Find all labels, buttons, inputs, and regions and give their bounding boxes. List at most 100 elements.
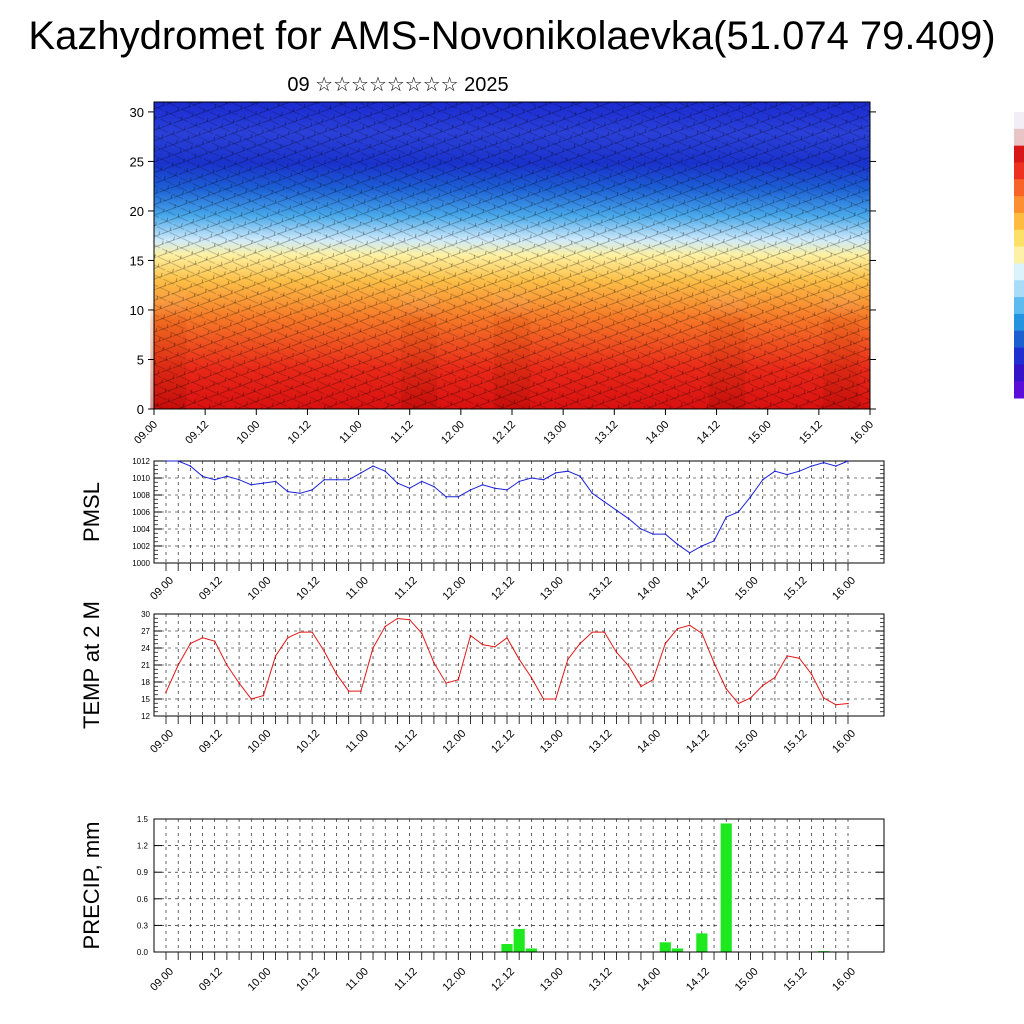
precip-x-tick-label: 09.00 [148,966,176,994]
precip-x-tick-label: 11.12 [392,966,419,993]
pmsl-point [262,482,265,484]
temp-point [323,650,326,653]
colorbar-swatch [1014,297,1024,315]
temp-y-tick-label: 12 [141,712,150,721]
temp-point [847,702,849,705]
colorbar-swatch [1014,145,1024,163]
temp-point [664,642,667,645]
pmsl-point [213,478,216,481]
pmsl-point [335,478,338,481]
precip-y-tick-label: 0.9 [137,868,149,877]
temp-point [542,698,545,700]
pmsl-point [591,492,594,495]
profile-x-tick-label: 13.00 [541,419,569,447]
pmsl-point [433,485,435,488]
temp-point [701,632,703,635]
precip-x-tick-label: 13.12 [587,966,615,994]
precip-x-tick-label: 10.12 [294,966,322,994]
pmsl-point [567,470,569,473]
precip-x-tick-label: 16.00 [830,966,858,994]
temp-point [567,658,569,661]
temp-point [408,618,411,621]
precip-bar [696,933,708,952]
temp-point [299,631,301,633]
pmsl-point [201,475,204,478]
pmsl-x-tick-label: 12.12 [489,575,517,603]
temp-x-tick-label: 09.12 [197,728,225,756]
pmsl-point [542,478,545,481]
pmsl-x-tick-label: 12.00 [440,575,468,603]
precip-bar [513,928,525,952]
pmsl-point [688,552,691,554]
temp-point [615,651,618,654]
pmsl-point [713,540,715,542]
pmsl-point [627,518,630,520]
pmsl-point [408,487,411,490]
temp-point [810,673,813,675]
pmsl-point [469,489,472,491]
temp-point [335,673,338,675]
temp-y-tick-label: 30 [141,610,150,619]
pmsl-x-tick-label: 10.12 [294,575,322,603]
pmsl-y-tick-label: 1004 [132,525,150,534]
temp-y-axis-label: TEMP at 2 M [79,601,104,729]
profile-y-tick-label: 5 [137,352,144,367]
temp-x-tick-label: 14.12 [684,728,712,756]
colorbar-swatch [1014,162,1024,180]
precip-bar [659,942,671,952]
pmsl-x-tick-label: 13.12 [587,575,615,603]
temp-x-tick-label: 12.12 [489,728,517,756]
pmsl-point [494,487,496,490]
pmsl-x-tick-label: 14.00 [635,575,663,603]
temp-y-tick-label: 21 [141,661,150,670]
temp-point [725,688,728,690]
pmsl-point [810,465,813,467]
temp-point [250,698,253,700]
temp-point [274,655,277,657]
pmsl-x-tick-label: 13.00 [538,575,566,603]
temp-y-tick-label: 18 [141,678,150,687]
temp-point [798,657,801,659]
temp-point [652,678,654,681]
temp-x-tick-label: 13.12 [587,728,615,756]
temp-point [433,661,435,664]
temp-point [372,647,374,649]
temp-point [822,697,825,699]
precip-x-tick-label: 14.12 [684,966,712,994]
precip-x-tick-label: 11.00 [344,966,371,993]
pmsl-point [347,478,350,481]
temp-point [627,665,630,667]
temp-point [177,664,179,666]
profile-x-tick-label: 14.12 [695,419,723,447]
pmsl-x-tick-label: 09.12 [197,575,225,603]
precip-y-tick-label: 0.0 [137,948,149,957]
pmsl-point [311,489,313,491]
pmsl-point [640,528,642,530]
pmsl-point [372,465,374,467]
temp-x-tick-label: 10.00 [246,728,274,756]
temp-point [640,685,642,688]
pmsl-point [701,545,703,547]
pmsl-point [274,480,277,483]
pmsl-point [177,460,179,462]
temp-point [494,646,496,648]
profile-y-tick-label: 15 [130,253,144,268]
temp-point [579,642,581,645]
pmsl-point [518,480,520,483]
profile-y-tick-label: 30 [130,105,144,120]
pmsl-point [652,533,654,535]
pmsl-point [554,472,557,474]
pmsl-point [481,484,484,486]
temp-point [262,694,265,697]
temp-point [420,632,423,635]
pmsl-y-tick-label: 1002 [132,542,150,551]
pmsl-point [603,501,606,503]
temp-point [238,682,240,684]
pmsl-point [822,461,825,464]
precip-bar [720,823,732,952]
pmsl-point [396,482,399,484]
precip-x-tick-label: 10.00 [246,966,274,994]
temp-point [445,682,447,684]
colorbar-swatch [1014,196,1024,214]
pmsl-point [238,478,240,481]
